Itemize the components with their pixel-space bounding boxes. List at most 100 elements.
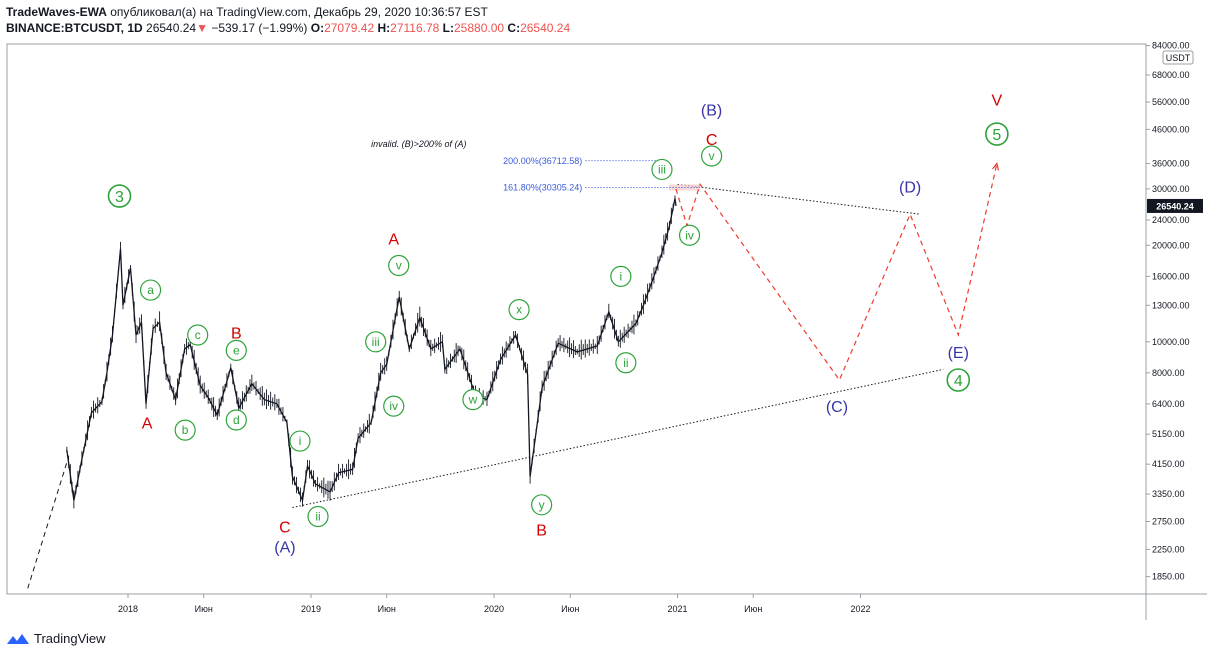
wave-label: iv: [383, 395, 405, 417]
open-value: 27079.42: [324, 21, 375, 35]
wave-circle: [307, 505, 329, 528]
time-tick-label: 2020: [484, 604, 504, 614]
wave-text: w: [468, 393, 478, 407]
wave-text: C: [279, 520, 291, 537]
open-label: O:: [310, 21, 325, 35]
wave-label: b: [174, 419, 196, 441]
price-tick-label: 24000.00: [1152, 215, 1190, 225]
price-axis[interactable]: 84000.00 68000.00 56000.00 46000.00 36000.00…: [1146, 41, 1190, 582]
wave-label: (A): [274, 539, 295, 556]
wave-label: C: [279, 520, 291, 537]
trendlines: [27, 183, 944, 589]
wave-text: (B): [701, 103, 722, 120]
wave-circle: [225, 339, 247, 362]
wave-circle: [462, 389, 484, 411]
wave-text: a: [147, 283, 154, 297]
price-tick-label: 68000.00: [1152, 70, 1190, 80]
price-tick-label: 2750.00: [1152, 516, 1185, 526]
down-arrow-icon: ▼: [196, 21, 208, 35]
wave-label: (E): [948, 345, 969, 362]
usdt-unit: USDT: [1166, 53, 1191, 63]
wave-text: A: [388, 232, 399, 249]
trendline: [27, 462, 68, 589]
wave-text: d: [233, 413, 240, 427]
price-tick-label: 16000.00: [1152, 271, 1190, 281]
price-tick-label: 13000.00: [1152, 300, 1190, 310]
wave-text: ii: [623, 356, 628, 370]
time-tick-label: 2019: [301, 604, 321, 614]
wave-text: B: [231, 325, 242, 342]
wave-text: y: [539, 498, 545, 512]
price-tick-label: 10000.00: [1152, 337, 1190, 347]
wave-text: c: [195, 328, 201, 342]
current-price-label: 26540.24: [1156, 201, 1194, 211]
wave-circle: [651, 158, 673, 181]
author-name[interactable]: TradeWaves-EWA: [6, 5, 107, 19]
price-tick-label: 3350.00: [1152, 489, 1185, 499]
wave-text: C: [706, 132, 718, 149]
wave-text: B: [536, 522, 547, 539]
wave-text: v: [396, 259, 402, 273]
ohlc-line: BINANCE:BTCUSDT, 1D 26540.24▼ −539.17 (−…: [6, 20, 906, 36]
wave-circle: [388, 254, 410, 277]
wave-text: 4: [954, 373, 963, 390]
forecast-arrowhead: [992, 162, 1000, 171]
time-axis[interactable]: 2018 Июн 2019 Июн 2020 Июн 2021 Июн 2022: [118, 594, 871, 614]
wave-circle: [508, 299, 530, 321]
wave-label: iii: [651, 158, 673, 181]
price-change: −539.17 (−1.99%): [211, 21, 308, 35]
tradingview-logo-icon: [7, 633, 29, 644]
wave-text: i: [620, 269, 623, 283]
price-tick-label: 30000.00: [1152, 184, 1190, 194]
wave-label: v: [700, 145, 723, 167]
wave-circle: [289, 430, 311, 452]
time-tick-label: 2018: [118, 604, 138, 614]
trendline: [292, 368, 944, 509]
wave-text: (C): [826, 399, 848, 416]
symbol-label[interactable]: BINANCE:BTCUSDT, 1D: [6, 21, 143, 35]
wave-circle: [365, 331, 387, 353]
price-tick-label: 4150.00: [1152, 459, 1185, 469]
wave-text: e: [233, 343, 240, 357]
usdt-badge: USDT: [1162, 50, 1194, 65]
footer-brand[interactable]: TradingView: [6, 631, 106, 646]
wave-text: 3: [115, 189, 124, 206]
wave-circle: [383, 395, 405, 417]
wave-label: V: [992, 93, 1003, 110]
wave-circle: [139, 279, 162, 301]
wave-label: B: [536, 522, 547, 539]
wave-label: iv: [678, 224, 701, 246]
time-tick-label: Июн: [378, 604, 396, 614]
wave-circle: [678, 224, 701, 246]
fibonacci-levels: 200.00%(36712.58) 161.80%(30305.24): [503, 156, 701, 192]
wave-label: 5: [985, 122, 1009, 146]
wave-text: (E): [948, 345, 969, 362]
wave-label: i: [289, 430, 311, 452]
time-tick-label: Июн: [561, 604, 579, 614]
wave-label: B: [231, 325, 242, 342]
wave-text: A: [142, 415, 153, 432]
wave-circle: [946, 368, 971, 392]
wave-label: c: [187, 324, 209, 346]
wave-text: V: [992, 93, 1003, 110]
wave-text: x: [516, 303, 522, 317]
wave-label: 3: [107, 184, 132, 208]
wave-text: 5: [992, 127, 1001, 144]
price-tick-label: 8000.00: [1152, 368, 1185, 378]
high-label: H:: [377, 21, 391, 35]
wave-label: e: [225, 339, 247, 362]
wave-label: iii: [365, 331, 387, 353]
wave-circle: [610, 265, 632, 287]
price-tick-label: 56000.00: [1152, 97, 1190, 107]
wave-label: (B): [701, 103, 722, 120]
time-tick-label: 2021: [667, 604, 687, 614]
high-value: 27116.78: [390, 21, 440, 35]
wave-circle: [531, 494, 553, 516]
publish-line: TradeWaves-EWA опубликовал(а) на Trading…: [6, 4, 906, 20]
wave-text: iii: [372, 335, 380, 349]
wave-label: A: [388, 232, 399, 249]
wave-label: A: [142, 415, 153, 432]
wave-circle: [985, 122, 1009, 146]
wave-label: 4: [946, 368, 971, 392]
